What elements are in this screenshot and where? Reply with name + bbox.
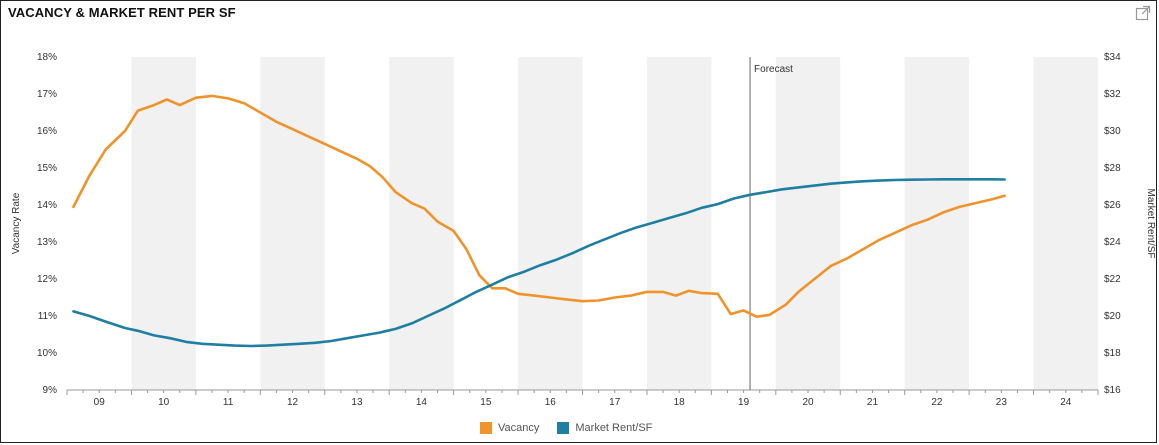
x-tick-label: 16 [545,397,557,408]
x-tick-label: 23 [996,397,1008,408]
y-left-axis-title: Vacancy Rate [11,192,22,254]
x-tick-label: 15 [480,397,492,408]
y-right-tick-label: $30 [1104,126,1121,137]
x-tick-label: 11 [223,397,234,408]
legend-label-market-rent: Market Rent/SF [575,422,653,434]
y-left-tick-label: 13% [37,237,57,248]
series-line-market-rent [72,178,1006,348]
external-link-icon[interactable] [1135,5,1151,21]
y-left-tick-label: 15% [37,163,57,174]
y-left-tick-label: 16% [37,126,57,137]
shaded-band-0 [131,57,196,390]
legend-item-vacancy[interactable]: Vacancy [480,422,539,434]
y-right-tick-label: $18 [1104,348,1121,359]
y-left-tick-label: 9% [43,385,58,396]
x-tick-label: 17 [609,397,621,408]
legend-item-market-rent[interactable]: Market Rent/SF [557,422,652,434]
legend-label-vacancy: Vacancy [498,422,540,434]
x-tick-label: 21 [867,397,879,408]
x-tick-label: 18 [674,397,686,408]
x-tick-label: 24 [1060,397,1072,408]
y-right-tick-label: $34 [1104,52,1121,63]
y-left-tick-label: 14% [37,200,57,211]
x-tick-label: 20 [802,397,814,408]
y-right-tick-label: $32 [1104,89,1121,100]
shaded-band-4 [646,57,712,390]
y-right-tick-label: $16 [1104,385,1121,396]
x-tick-label: 13 [351,397,363,408]
y-right-tick-label: $24 [1104,237,1121,248]
chart-title: VACANCY & MARKET RENT PER SF [8,5,236,20]
shaded-band-2 [389,57,454,390]
shaded-band-1 [260,57,325,390]
y-left-tick-label: 17% [37,89,57,100]
shaded-band-3 [518,57,583,390]
forecast-label: Forecast [754,64,793,75]
legend: Vacancy Market Rent/SF [480,422,652,434]
y-left-tick-label: 12% [37,274,57,285]
y-right-tick-label: $28 [1104,163,1121,174]
y-right-tick-label: $26 [1104,200,1121,211]
x-tick-label: 14 [416,397,428,408]
y-right-tick-label: $20 [1104,311,1121,322]
shaded-band-5 [775,57,841,390]
x-tick-label: 10 [158,397,170,408]
legend-swatch-vacancy [480,422,492,434]
y-right-tick-label: $22 [1104,274,1121,285]
y-left-tick-label: 18% [37,52,57,63]
x-tick-label: 09 [94,397,106,408]
y-right-axis-title: Market Rent/SF [1145,188,1156,258]
shaded-band-7 [1033,57,1098,390]
y-left-tick-label: 10% [37,348,57,359]
series-line-vacancy [72,94,1006,318]
x-tick-label: 22 [931,397,943,408]
legend-swatch-market-rent [557,422,570,434]
x-tick-label: 19 [738,397,750,408]
x-tick-label: 12 [287,397,299,408]
y-left-tick-label: 11% [38,311,57,322]
